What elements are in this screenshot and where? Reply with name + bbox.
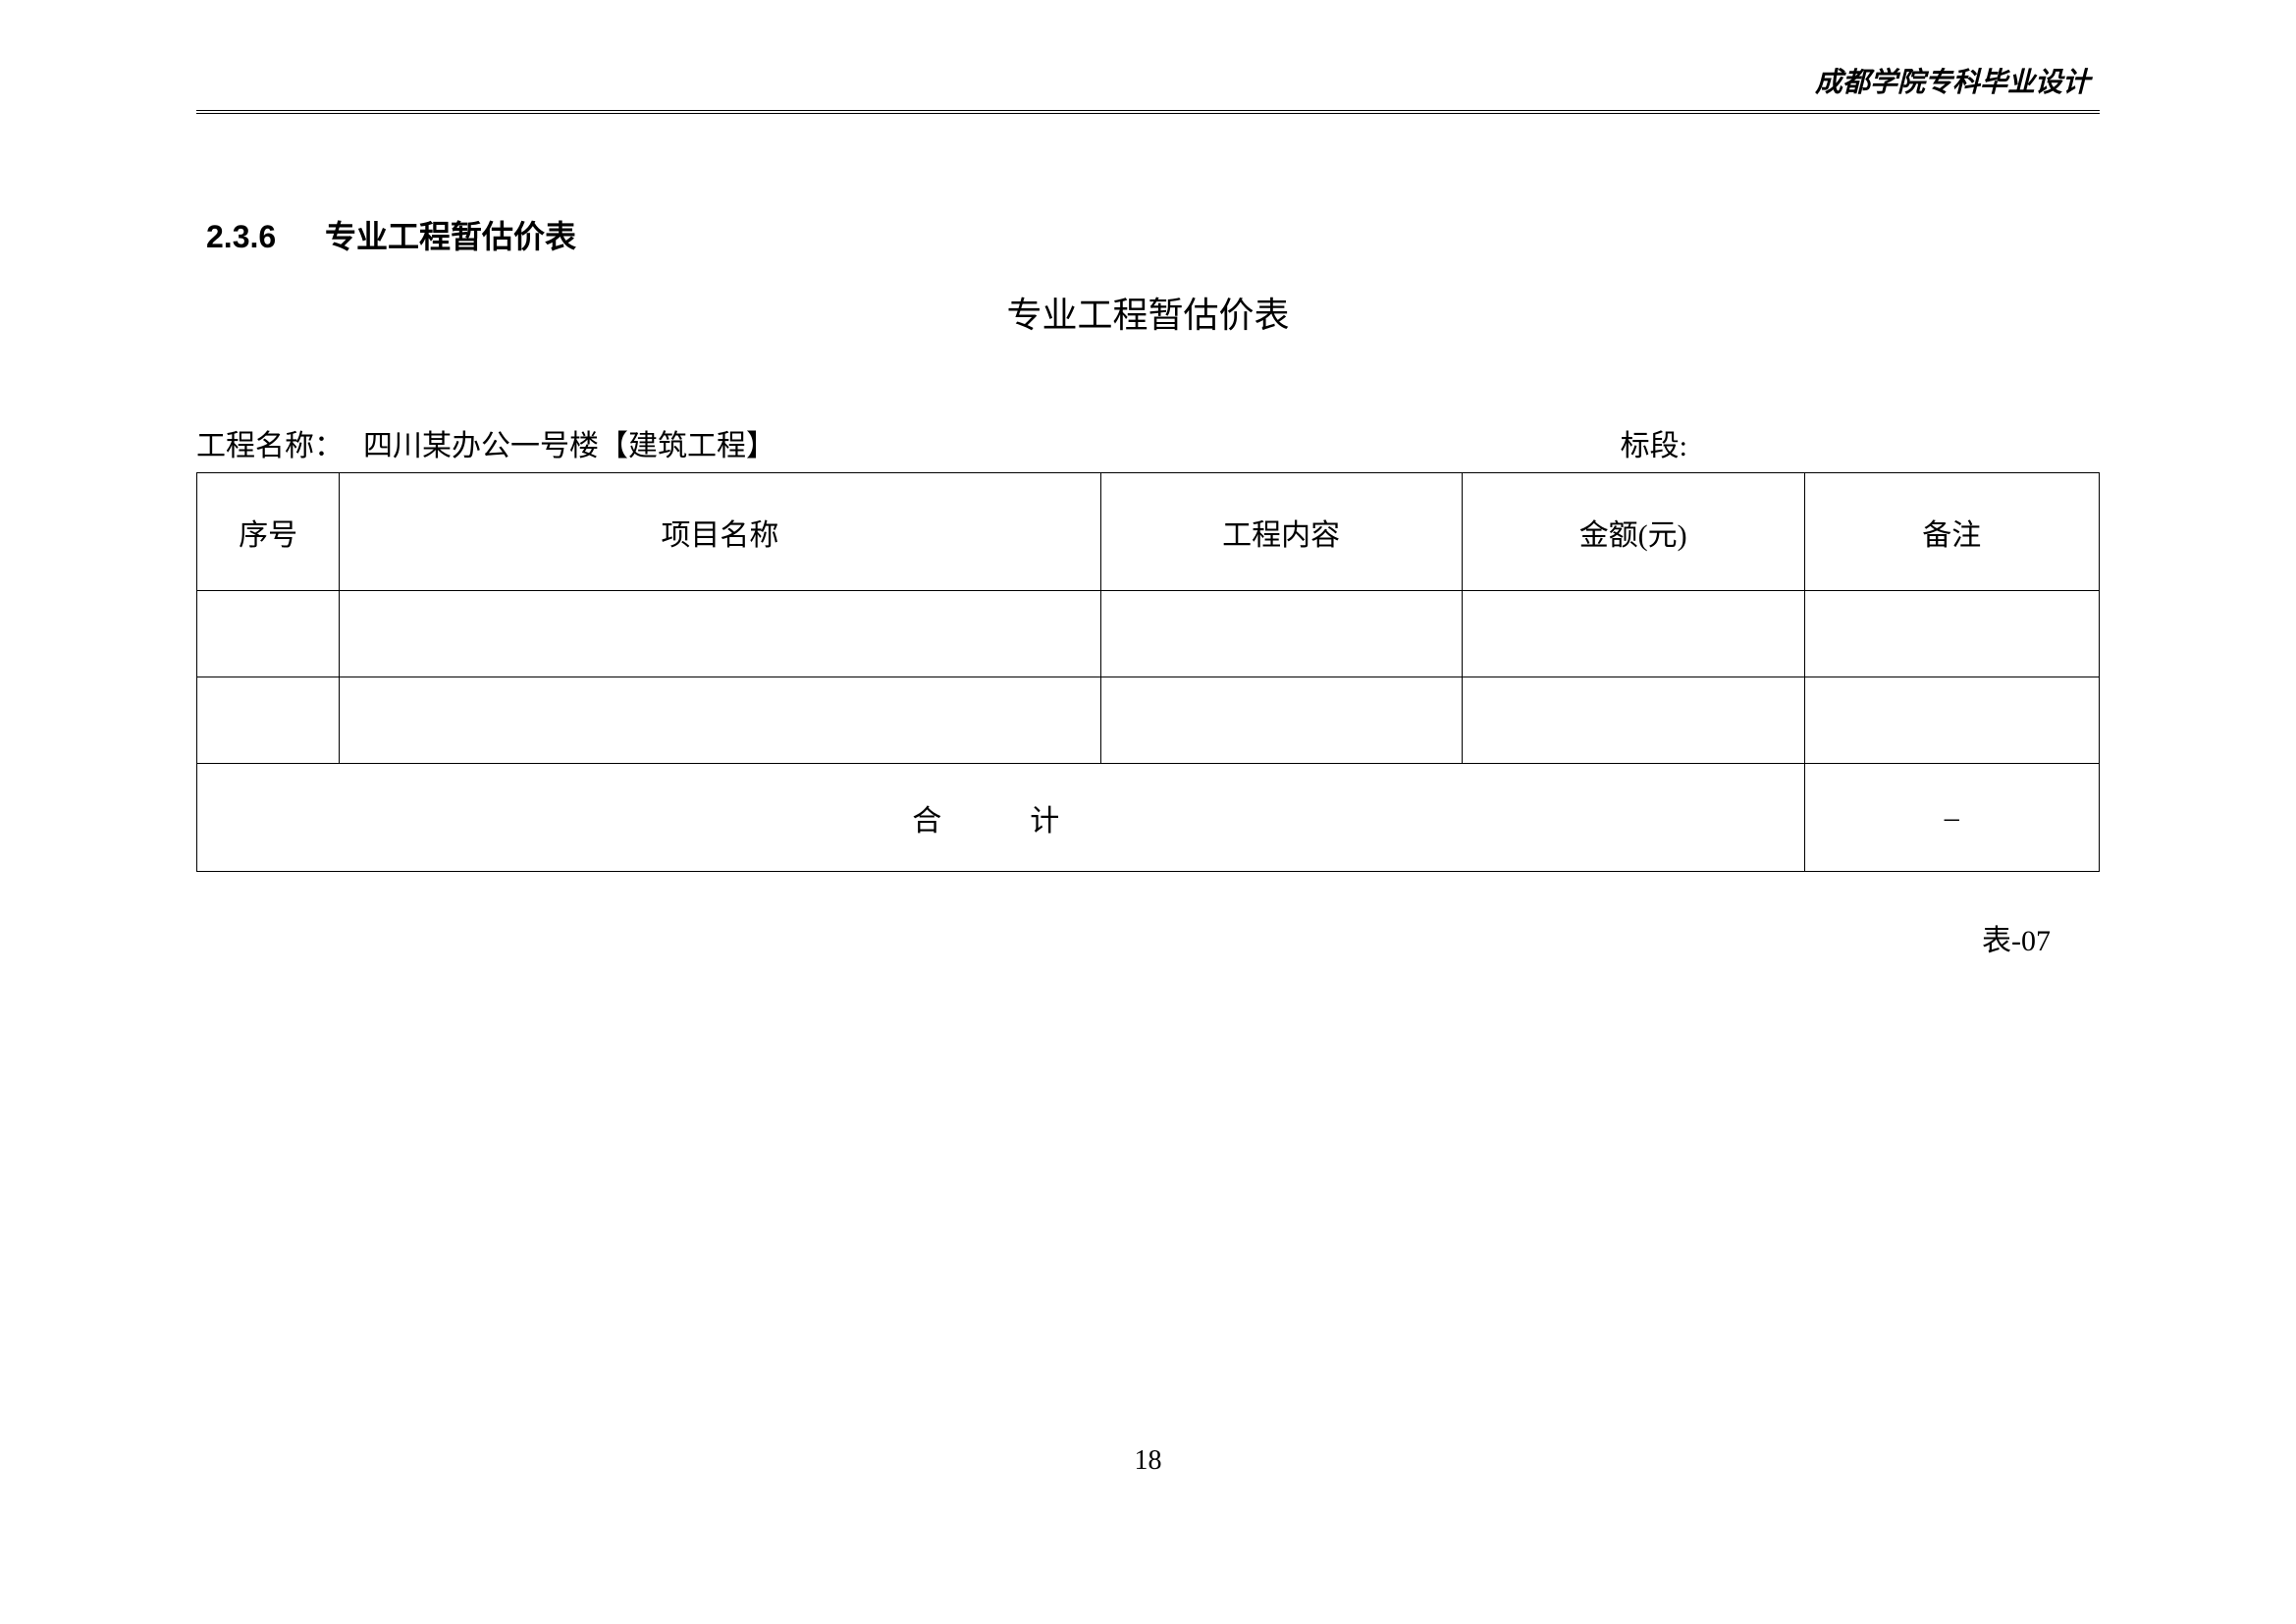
total-remark: – — [1804, 764, 2099, 872]
section-title-text: 专业工程暂估价表 — [325, 219, 576, 254]
col-header-remark: 备注 — [1804, 473, 2099, 591]
col-header-name: 项目名称 — [340, 473, 1100, 591]
col-header-seq: 序号 — [197, 473, 340, 591]
table-total-row: 合 计 – — [197, 764, 2100, 872]
estimate-table: 序号 项目名称 工程内容 金额(元) 备注 — [196, 472, 2100, 872]
cell-amount — [1462, 591, 1804, 677]
project-name-value: 四川某办公一号楼【建筑工程】 — [363, 421, 775, 464]
col-header-content: 工程内容 — [1100, 473, 1462, 591]
table-meta-row: 工程名称： 四川某办公一号楼【建筑工程】 标段: — [196, 421, 2100, 464]
page-number: 18 — [0, 1445, 2296, 1477]
cell-name — [340, 591, 1100, 677]
section-label: 标段: — [1621, 421, 1687, 464]
project-name-label: 工程名称： — [196, 421, 344, 464]
header-institution: 成都学院专科毕业设计 — [196, 61, 2100, 100]
table-row — [197, 677, 2100, 764]
section-heading: 2.3.6 专业工程暂估价表 — [206, 212, 2100, 257]
header-divider — [196, 110, 2100, 114]
table-row — [197, 591, 2100, 677]
table-header-row: 序号 项目名称 工程内容 金额(元) 备注 — [197, 473, 2100, 591]
cell-content — [1100, 591, 1462, 677]
cell-name — [340, 677, 1100, 764]
cell-seq — [197, 677, 340, 764]
cell-amount — [1462, 677, 1804, 764]
table-footer-label: 表-07 — [196, 916, 2100, 959]
cell-remark — [1804, 677, 2099, 764]
col-header-amount: 金额(元) — [1462, 473, 1804, 591]
total-label: 合 计 — [197, 764, 1805, 872]
table-title: 专业工程暂估价表 — [196, 287, 2100, 338]
cell-seq — [197, 591, 340, 677]
cell-content — [1100, 677, 1462, 764]
section-number: 2.3.6 — [206, 219, 276, 254]
cell-remark — [1804, 591, 2099, 677]
